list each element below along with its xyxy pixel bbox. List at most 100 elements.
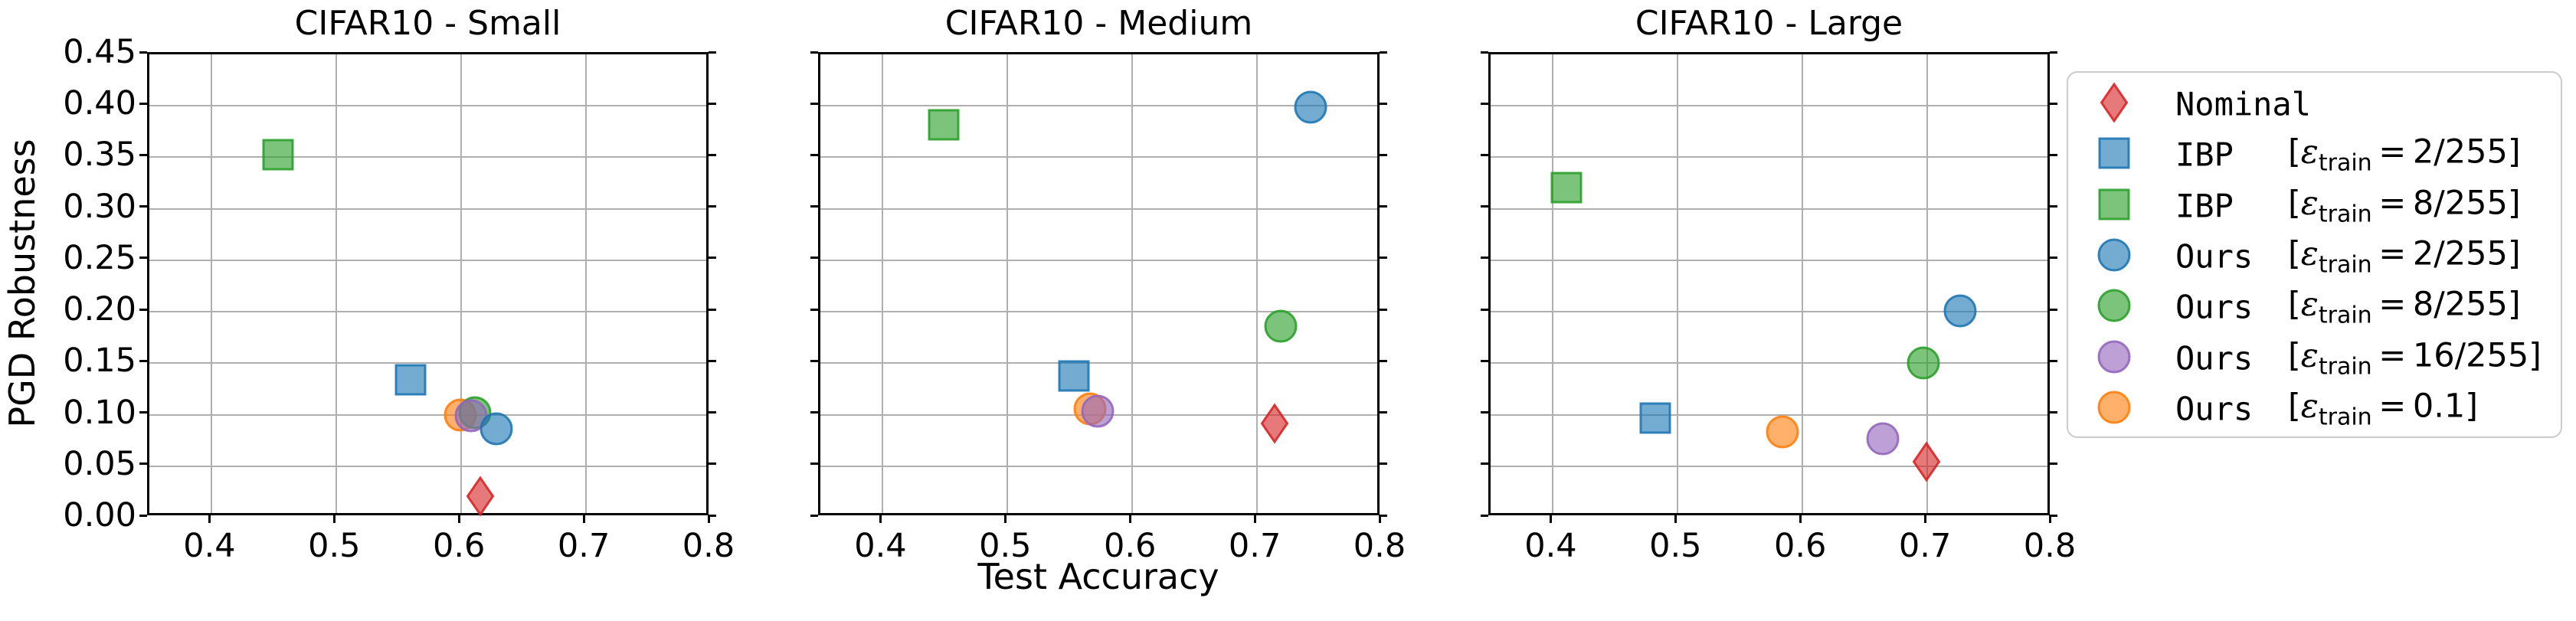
y-tick-mark-left	[810, 462, 818, 466]
grid-line-horizontal	[820, 105, 1377, 107]
circle-marker-icon	[2096, 339, 2132, 378]
subplot-title: CIFAR10 - Small	[294, 4, 561, 43]
x-tick-mark	[1674, 515, 1677, 523]
y-tick-mark-right	[2050, 308, 2057, 311]
legend-label: Nominal	[2175, 85, 2312, 123]
grid-line-horizontal	[1491, 105, 2047, 107]
y-tick-label: 0.10	[63, 393, 136, 432]
y-tick-mark-right	[709, 359, 716, 362]
x-tick-mark	[457, 515, 460, 523]
grid-line-vertical	[1007, 54, 1009, 513]
y-tick-mark-right	[2050, 462, 2057, 466]
y-tick-mark-left	[1481, 462, 1488, 466]
y-tick-mark-left	[1481, 102, 1488, 105]
legend-epsilon-value: [εtrain = 0.1]	[2288, 387, 2479, 431]
subplot-title: CIFAR10 - Large	[1635, 4, 1903, 43]
y-tick-mark-right	[709, 308, 716, 311]
y-tick-label: 0.05	[63, 444, 136, 483]
x-tick-label: 0.6	[1774, 527, 1827, 565]
grid-line-vertical	[1677, 54, 1679, 513]
x-tick-mark	[1253, 515, 1256, 523]
y-tick-mark-left	[139, 205, 147, 208]
x-tick-label: 0.7	[557, 527, 610, 565]
y-tick-mark-right	[1380, 411, 1387, 414]
y-tick-mark-right	[1380, 462, 1387, 466]
y-tick-mark-left	[139, 462, 147, 466]
y-tick-mark-right	[2050, 514, 2057, 517]
y-tick-mark-left	[139, 308, 147, 311]
x-tick-label: 0.8	[1353, 527, 1406, 565]
x-tick-mark	[1003, 515, 1007, 523]
x-tick-mark	[208, 515, 211, 523]
x-tick-label: 0.6	[433, 527, 486, 565]
x-tick-mark	[2048, 515, 2051, 523]
y-tick-mark-right	[2050, 205, 2057, 208]
legend-label: IBP	[2175, 187, 2234, 225]
square-marker-icon	[2097, 188, 2131, 224]
data-point-ibp-2	[1638, 401, 1672, 438]
data-point-ibp-2	[1057, 359, 1091, 396]
y-tick-label: 0.15	[63, 342, 136, 381]
grid-line-horizontal	[149, 105, 706, 107]
grid-line-horizontal	[820, 259, 1377, 261]
diamond-marker-icon	[2100, 82, 2129, 126]
subplot-2: CIFAR10 - Medium	[818, 0, 1380, 582]
y-tick-mark-left	[1481, 205, 1488, 208]
data-point-nominal	[1260, 403, 1290, 447]
data-point-ibp-2	[394, 363, 427, 400]
legend-epsilon-value: [εtrain = 8/255]	[2288, 184, 2521, 227]
grid-line-horizontal	[149, 465, 706, 467]
data-point-ours-16	[1080, 394, 1115, 432]
data-point-ibp-8	[261, 138, 295, 175]
x-axis-label: Test Accuracy	[977, 556, 1219, 597]
x-tick-mark	[1549, 515, 1552, 523]
y-tick-mark-left	[810, 257, 818, 260]
x-tick-label: 0.5	[1649, 527, 1702, 565]
grid-line-horizontal	[820, 465, 1377, 467]
legend-epsilon-value: [εtrain = 16/255]	[2288, 336, 2542, 380]
y-tick-mark-left	[810, 51, 818, 54]
x-tick-label: 0.7	[1898, 527, 1952, 565]
grid-line-vertical	[460, 54, 463, 513]
grid-line-horizontal	[1491, 362, 2047, 364]
grid-line-horizontal	[149, 362, 706, 364]
legend-epsilon-value: [εtrain = 2/255]	[2288, 234, 2521, 279]
grid-line-horizontal	[820, 156, 1377, 159]
y-tick-mark-right	[1380, 257, 1387, 260]
grid-line-horizontal	[149, 208, 706, 210]
grid-line-horizontal	[149, 413, 706, 416]
y-tick-mark-left	[810, 102, 818, 105]
y-tick-mark-left	[1481, 257, 1488, 260]
y-tick-mark-left	[1481, 308, 1488, 311]
grid-line-horizontal	[149, 156, 706, 159]
legend: Nominal IBP [εtrain = 2/255] IBP [εtrain = 8…	[2067, 71, 2562, 438]
y-tick-mark-right	[709, 205, 716, 208]
grid-line-horizontal	[149, 311, 706, 313]
grid-line-horizontal	[1491, 156, 2047, 159]
legend-label: Ours	[2175, 237, 2254, 276]
y-tick-mark-left	[139, 514, 147, 517]
data-point-ours-8	[1906, 345, 1941, 384]
y-tick-mark-left	[810, 205, 818, 208]
legend-label: Ours	[2175, 339, 2254, 377]
grid-line-horizontal	[820, 362, 1377, 364]
y-tick-mark-right	[2050, 153, 2057, 156]
legend-label: IBP	[2175, 136, 2234, 174]
grid-line-vertical	[336, 54, 338, 513]
y-tick-mark-right	[709, 102, 716, 105]
data-point-ours-01	[1765, 414, 1800, 453]
grid-line-horizontal	[1491, 259, 2047, 261]
y-tick-mark-right	[1380, 514, 1387, 517]
axes-area	[818, 52, 1380, 515]
grid-line-vertical	[1552, 54, 1554, 513]
grid-line-horizontal	[820, 208, 1377, 210]
grid-line-vertical	[1802, 54, 1804, 513]
y-tick-mark-right	[1380, 153, 1387, 156]
y-tick-mark-right	[709, 514, 716, 517]
y-tick-mark-left	[1481, 153, 1488, 156]
grid-line-horizontal	[1491, 413, 2047, 416]
y-tick-mark-left	[139, 257, 147, 260]
x-tick-mark	[1923, 515, 1926, 523]
axes-area	[1488, 52, 2050, 515]
